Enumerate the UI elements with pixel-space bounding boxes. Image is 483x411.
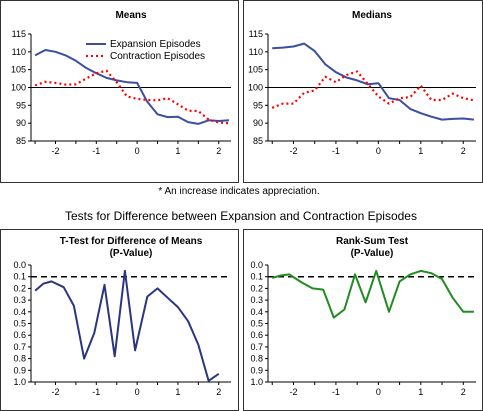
y-tick-label: 110 <box>12 47 26 57</box>
x-tick-label: 0 <box>376 146 381 156</box>
y-tick-label: 0.4 <box>250 307 263 317</box>
x-tick-label: -2 <box>289 387 297 397</box>
x-tick-label: 1 <box>418 146 423 156</box>
series-line-1 <box>34 269 220 382</box>
panel-frame <box>0 0 239 183</box>
chart-title: Medians <box>352 10 392 21</box>
y-tick-label: 0.7 <box>250 342 263 352</box>
y-tick-label: 0.0 <box>250 260 263 270</box>
chart-title: Means <box>115 10 147 21</box>
footnote: * An increase indicates appreciation. <box>158 186 319 197</box>
series-line-1 <box>272 42 475 121</box>
chart-subtitle: (P-Value) <box>351 248 394 259</box>
y-tick-label: 0.7 <box>13 342 26 352</box>
y-tick-label: 105 <box>11 65 26 75</box>
series-line-2 <box>271 70 475 109</box>
y-tick-label: 0.8 <box>250 354 263 364</box>
x-tick-label: 1 <box>175 387 180 397</box>
y-tick-label: 90 <box>16 118 26 128</box>
y-tick-label: 1.0 <box>250 377 263 387</box>
x-tick-label: -2 <box>51 387 59 397</box>
y-tick-label: 0.2 <box>13 283 26 293</box>
x-tick-label: 1 <box>418 387 423 397</box>
y-tick-label: 115 <box>249 29 263 39</box>
y-tick-label: 100 <box>248 83 263 93</box>
panel-frame <box>243 229 483 411</box>
x-tick-label: 1 <box>175 146 180 156</box>
y-tick-label: 85 <box>253 136 263 146</box>
y-tick-label: 0.2 <box>250 283 263 293</box>
chart-panel-1: Means 85 90 95 100 105 110 115 -2 -1 0 1 2 Expansion … <box>0 0 239 183</box>
y-tick-label: 100 <box>11 83 26 93</box>
chart-title: T-Test for Difference of Means <box>60 236 203 247</box>
y-tick-label: 0.8 <box>13 354 26 364</box>
y-tick-label: 85 <box>16 136 26 146</box>
x-tick-label: 2 <box>216 146 221 156</box>
y-tick-label: 1.0 <box>13 377 26 387</box>
series-line-1 <box>34 49 230 125</box>
x-tick-label: -1 <box>332 387 340 397</box>
series-line-1 <box>271 269 474 319</box>
x-tick-label: 2 <box>461 146 466 156</box>
legend-label: Contraction Episodes <box>110 51 205 62</box>
x-tick-label: -2 <box>51 146 59 156</box>
x-tick-label: 2 <box>216 387 221 397</box>
y-tick-label: 95 <box>16 100 26 110</box>
y-tick-label: 110 <box>249 47 263 57</box>
y-tick-label: 0.0 <box>13 260 26 270</box>
y-tick-label: 0.1 <box>250 272 263 282</box>
chart-title: Rank-Sum Test <box>336 236 409 247</box>
y-tick-label: 90 <box>253 118 263 128</box>
x-tick-label: -2 <box>289 146 297 156</box>
chart-subtitle: (P-Value) <box>110 248 153 259</box>
y-tick-label: 0.6 <box>250 330 263 340</box>
y-tick-label: 0.9 <box>250 365 263 375</box>
y-tick-label: 0.5 <box>13 319 26 329</box>
x-tick-label: 0 <box>135 387 140 397</box>
x-tick-label: 2 <box>461 387 466 397</box>
y-tick-label: 0.4 <box>13 307 26 317</box>
x-tick-label: 0 <box>376 387 381 397</box>
x-tick-label: -1 <box>92 387 100 397</box>
panel-frame <box>243 0 483 183</box>
y-tick-label: 0.6 <box>13 330 26 340</box>
y-tick-label: 0.1 <box>13 272 26 282</box>
y-tick-label: 0.5 <box>250 319 263 329</box>
legend-label: Expansion Episodes <box>110 39 201 50</box>
y-tick-label: 105 <box>248 65 263 75</box>
y-tick-label: 0.3 <box>13 295 26 305</box>
y-tick-label: 95 <box>253 100 263 110</box>
section-title: Tests for Difference between Expansion a… <box>65 209 417 223</box>
chart-panel-2: Medians 85 90 95 100 105 110 115 -2 -1 0 1 2 <box>243 0 483 183</box>
chart-panel-3: T-Test for Difference of Means(P-Value) 0… <box>0 229 239 411</box>
x-tick-label: -1 <box>332 146 340 156</box>
x-tick-label: 0 <box>135 146 140 156</box>
chart-panel-4: Rank-Sum Test(P-Value) 0.0 0.10.2 0.3 0.4 0.5… <box>243 229 483 411</box>
y-tick-label: 0.9 <box>13 365 26 375</box>
y-tick-label: 0.3 <box>250 295 263 305</box>
x-tick-label: -1 <box>92 146 100 156</box>
y-tick-label: 115 <box>12 29 26 39</box>
